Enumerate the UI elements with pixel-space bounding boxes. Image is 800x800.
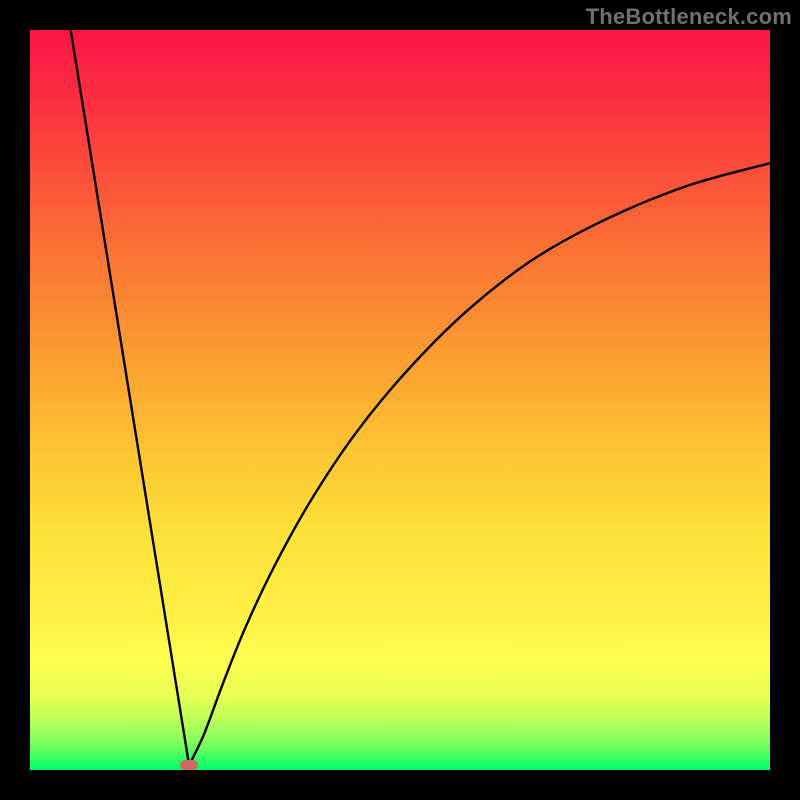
minimum-marker bbox=[180, 760, 198, 770]
plot-area bbox=[30, 30, 770, 770]
chart-frame: TheBottleneck.com bbox=[0, 0, 800, 800]
attribution-text: TheBottleneck.com bbox=[586, 4, 792, 30]
bottleneck-curve bbox=[30, 30, 770, 770]
